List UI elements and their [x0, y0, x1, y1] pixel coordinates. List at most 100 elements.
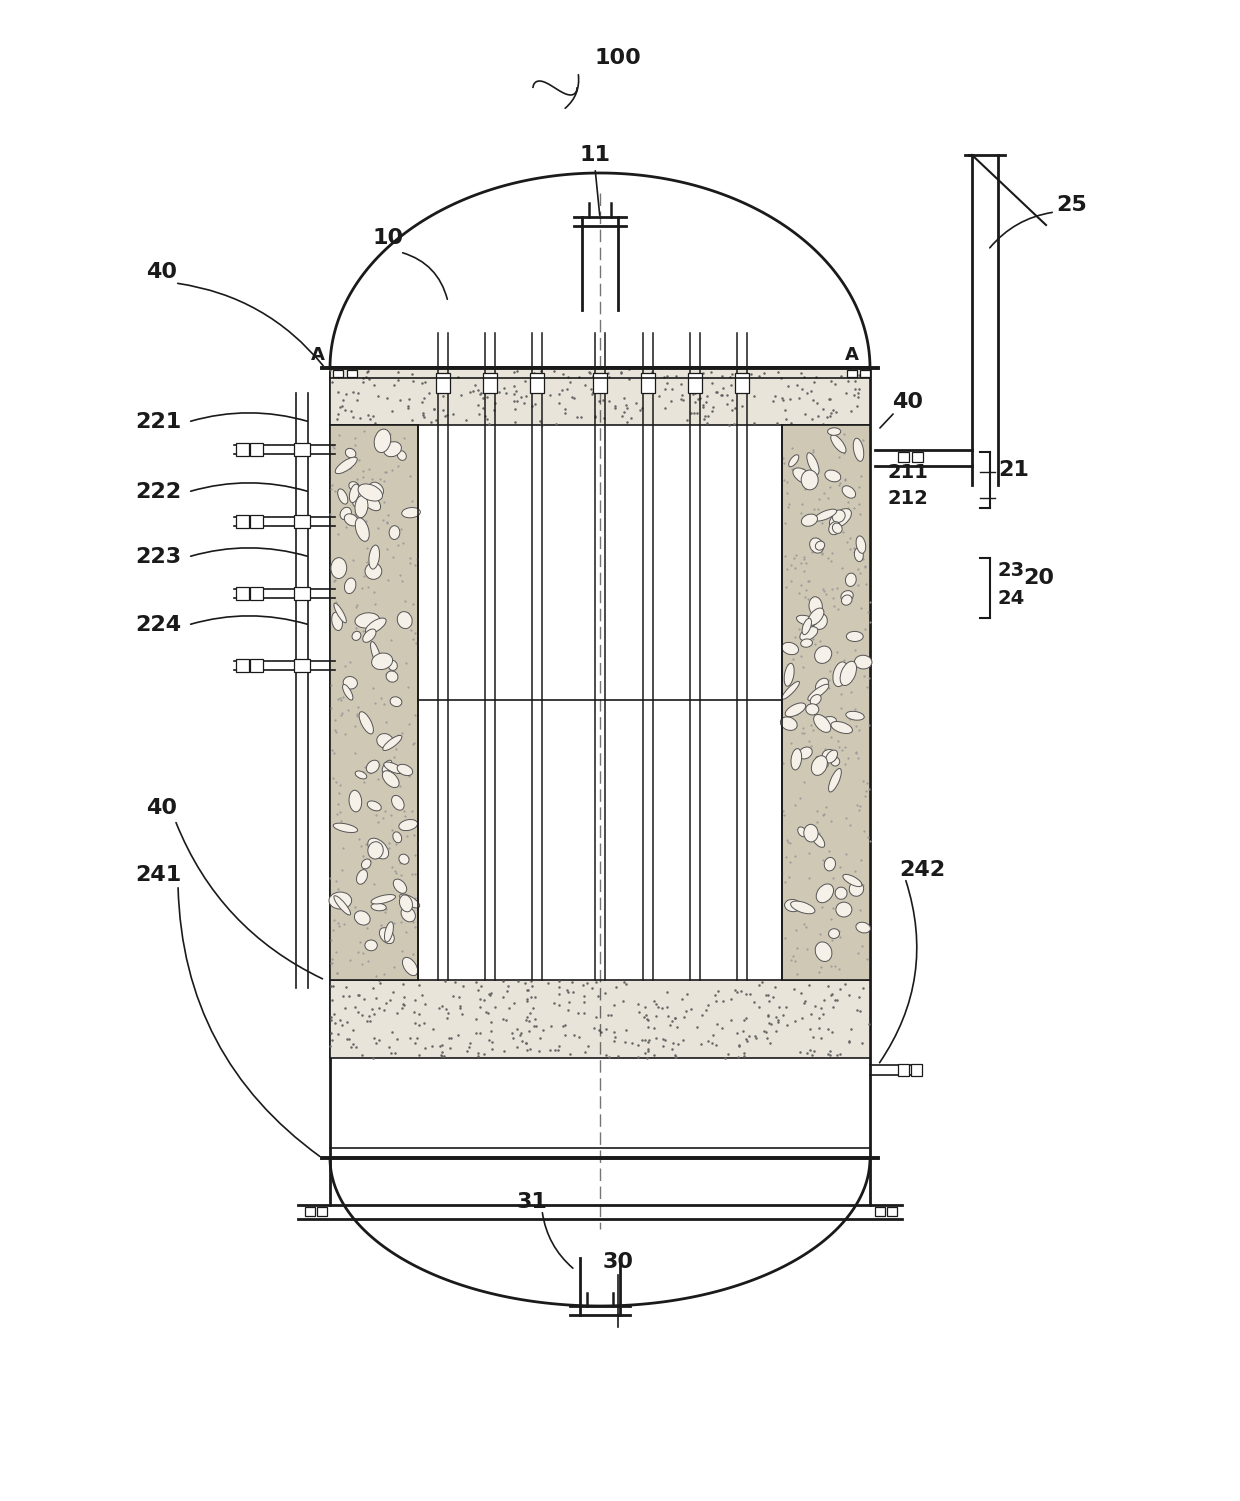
Ellipse shape	[368, 545, 379, 569]
Ellipse shape	[785, 702, 806, 716]
Bar	[875, 1207, 885, 1216]
Ellipse shape	[384, 922, 393, 943]
Ellipse shape	[334, 896, 351, 916]
Bar	[847, 371, 857, 377]
Ellipse shape	[365, 940, 377, 950]
Ellipse shape	[816, 884, 833, 902]
Ellipse shape	[846, 711, 864, 720]
Ellipse shape	[345, 513, 358, 525]
Ellipse shape	[335, 458, 357, 474]
Ellipse shape	[856, 536, 866, 554]
Ellipse shape	[332, 612, 342, 630]
Bar	[236, 587, 249, 600]
Ellipse shape	[841, 590, 853, 602]
Ellipse shape	[365, 563, 382, 579]
Ellipse shape	[815, 509, 837, 521]
Ellipse shape	[811, 755, 827, 776]
Ellipse shape	[807, 453, 820, 474]
Bar	[317, 1207, 327, 1216]
Bar	[236, 515, 249, 528]
Bar	[887, 1207, 897, 1216]
Ellipse shape	[392, 796, 404, 811]
Ellipse shape	[374, 429, 391, 453]
Text: A: A	[846, 347, 859, 365]
Ellipse shape	[811, 832, 825, 848]
Bar	[347, 371, 357, 377]
Bar	[236, 659, 249, 672]
Ellipse shape	[368, 838, 388, 859]
Ellipse shape	[397, 611, 412, 629]
Ellipse shape	[780, 717, 797, 731]
Ellipse shape	[842, 486, 856, 498]
Ellipse shape	[854, 548, 863, 561]
Bar	[250, 515, 263, 528]
Ellipse shape	[797, 827, 806, 836]
Ellipse shape	[355, 495, 368, 518]
Bar	[911, 452, 923, 462]
Ellipse shape	[355, 612, 379, 627]
Bar	[305, 1207, 315, 1216]
Ellipse shape	[799, 747, 812, 760]
Ellipse shape	[810, 695, 821, 705]
Ellipse shape	[358, 483, 382, 501]
Ellipse shape	[366, 618, 386, 633]
Text: 221: 221	[135, 411, 181, 432]
Ellipse shape	[831, 722, 852, 734]
Ellipse shape	[833, 662, 848, 686]
Ellipse shape	[842, 594, 852, 605]
Ellipse shape	[331, 558, 347, 578]
Ellipse shape	[791, 901, 815, 914]
Ellipse shape	[828, 522, 841, 534]
Ellipse shape	[816, 542, 825, 551]
Ellipse shape	[343, 677, 357, 689]
Bar	[294, 659, 310, 672]
Ellipse shape	[812, 612, 827, 629]
Bar	[236, 443, 249, 456]
Ellipse shape	[801, 470, 818, 489]
Ellipse shape	[806, 704, 818, 714]
Text: 223: 223	[135, 546, 181, 567]
Text: 222: 222	[135, 482, 181, 501]
Ellipse shape	[384, 763, 403, 773]
Ellipse shape	[389, 525, 399, 539]
Ellipse shape	[808, 608, 823, 626]
Text: 100: 100	[595, 48, 641, 68]
Ellipse shape	[372, 653, 393, 669]
Bar	[641, 374, 655, 393]
Bar	[334, 371, 343, 377]
Bar	[330, 980, 870, 1058]
Text: 11: 11	[579, 146, 610, 165]
Ellipse shape	[367, 802, 381, 811]
Bar	[250, 659, 263, 672]
Text: 40: 40	[893, 392, 924, 411]
Ellipse shape	[830, 509, 852, 528]
Ellipse shape	[822, 749, 837, 763]
Ellipse shape	[356, 518, 370, 542]
Ellipse shape	[393, 832, 402, 842]
Ellipse shape	[825, 857, 836, 871]
Ellipse shape	[826, 750, 837, 763]
Ellipse shape	[789, 455, 799, 467]
Ellipse shape	[355, 772, 367, 779]
Text: 224: 224	[135, 615, 181, 635]
Ellipse shape	[370, 482, 383, 497]
Ellipse shape	[363, 629, 376, 642]
Ellipse shape	[348, 482, 360, 491]
Ellipse shape	[802, 618, 811, 635]
Ellipse shape	[816, 678, 828, 690]
Bar	[330, 425, 418, 980]
Ellipse shape	[853, 438, 864, 461]
Text: 40: 40	[146, 263, 177, 282]
Bar	[735, 374, 749, 393]
Ellipse shape	[334, 603, 346, 623]
Ellipse shape	[345, 578, 356, 593]
Ellipse shape	[366, 760, 379, 773]
Text: 10: 10	[372, 228, 403, 248]
Ellipse shape	[334, 823, 357, 833]
Ellipse shape	[383, 441, 402, 456]
Text: 211: 211	[888, 462, 929, 482]
Ellipse shape	[827, 428, 841, 435]
Ellipse shape	[361, 859, 371, 869]
Text: A: A	[311, 347, 325, 365]
Ellipse shape	[782, 681, 800, 699]
